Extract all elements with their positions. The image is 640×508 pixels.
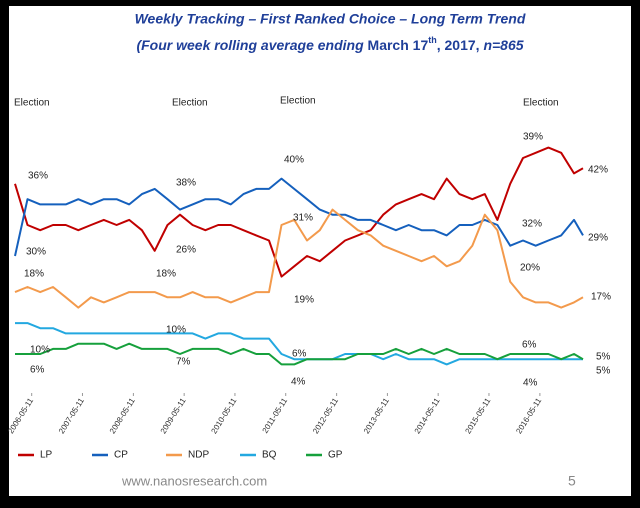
- annotation: 31%: [293, 213, 313, 224]
- page-number: 5: [568, 473, 576, 489]
- legend-label: NDP: [188, 450, 209, 461]
- annotation: 4%: [291, 377, 306, 388]
- subtitle-part: n=865: [483, 37, 523, 53]
- slide: [9, 6, 631, 496]
- legend-label: BQ: [262, 450, 277, 461]
- subtitle-part: March 17: [368, 37, 429, 53]
- annotation: 26%: [176, 245, 196, 256]
- annotation: 20%: [520, 263, 540, 274]
- legend-label: GP: [328, 450, 343, 461]
- annotation: 6%: [292, 349, 307, 360]
- annotation: 19%: [294, 295, 314, 306]
- annotation: 7%: [176, 357, 191, 368]
- annotation: 38%: [176, 178, 196, 189]
- annotation: 5%: [596, 352, 611, 363]
- annotation: 10%: [30, 345, 50, 356]
- annotation: 6%: [522, 340, 537, 351]
- annotation: 6%: [30, 365, 45, 376]
- annotation: 17%: [591, 292, 611, 303]
- election-label: Election: [280, 96, 316, 107]
- annotation: 30%: [26, 247, 46, 258]
- election-label: Election: [14, 98, 50, 109]
- series-line: [15, 322, 583, 366]
- chart-subtitle: (Four week rolling average ending March …: [136, 35, 523, 52]
- annotation: 42%: [588, 165, 608, 176]
- legend-label: CP: [114, 450, 128, 461]
- annotation: 36%: [28, 171, 48, 182]
- annotation: 32%: [522, 219, 542, 230]
- election-label: Election: [523, 98, 559, 109]
- annotation: 4%: [523, 378, 538, 389]
- subtitle-part: (Four week rolling average ending: [136, 37, 367, 53]
- series-line: [14, 208, 584, 309]
- annotation: 18%: [156, 269, 176, 280]
- annotation: 10%: [166, 325, 186, 336]
- subtitle-part: th: [428, 35, 437, 45]
- election-label: Election: [172, 98, 208, 109]
- chart-title: Weekly Tracking – First Ranked Choice – …: [135, 11, 526, 27]
- annotation: 29%: [588, 233, 608, 244]
- footer: www.nanosresearch.com: [121, 473, 267, 488]
- series-line: [14, 146, 584, 278]
- series-line: [15, 342, 584, 366]
- legend-label: LP: [40, 450, 53, 461]
- subtitle-part: , 2017,: [437, 37, 484, 53]
- annotation: 39%: [523, 132, 543, 143]
- annotation: 18%: [24, 269, 44, 280]
- annotation: 5%: [596, 366, 611, 377]
- annotation: 40%: [284, 155, 304, 166]
